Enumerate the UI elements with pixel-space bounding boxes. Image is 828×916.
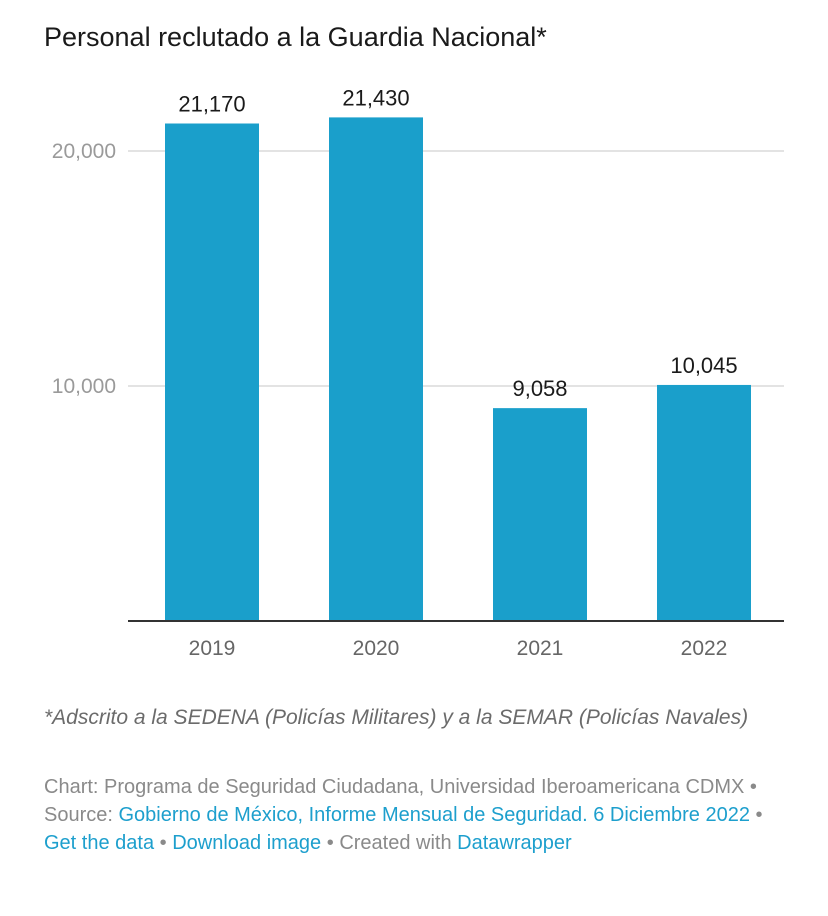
- bar-2019: [165, 123, 259, 621]
- x-tick-label-2021: 2021: [517, 637, 564, 660]
- credits: Chart: Programa de Seguridad Ciudadana, …: [44, 776, 763, 854]
- bar-chart: 10,000 20,000 21,170 2019 21,430 2020 9,058 20…: [52, 85, 784, 660]
- source-link[interactable]: Gobierno de México, Informe Mensual de S…: [118, 804, 750, 826]
- data-label-2020: 21,430: [342, 85, 409, 110]
- bar-2021: [493, 408, 587, 621]
- data-label-2019: 21,170: [178, 92, 245, 117]
- data-label-2021: 9,058: [512, 376, 567, 401]
- chart-credit: Chart: Programa de Seguridad Ciudadana, …: [44, 776, 745, 798]
- bar-2020: [329, 117, 423, 622]
- chart-title: Personal reclutado a la Guardia Nacional…: [44, 22, 547, 52]
- datawrapper-link[interactable]: Datawrapper: [457, 832, 572, 854]
- x-tick-label-2022: 2022: [681, 637, 728, 660]
- created-with-text: Created with: [339, 832, 458, 854]
- footnote: *Adscrito a la SEDENA (Policías Militare…: [44, 706, 749, 729]
- download-image-link[interactable]: Download image: [172, 832, 322, 854]
- y-tick-label: 20,000: [52, 140, 116, 163]
- x-tick-label-2020: 2020: [353, 637, 400, 660]
- source-prefix: Source:: [44, 804, 119, 826]
- bar-2022: [657, 384, 751, 621]
- y-tick-label: 10,000: [52, 375, 116, 398]
- get-data-link[interactable]: Get the data: [44, 832, 155, 854]
- data-label-2022: 10,045: [670, 353, 737, 378]
- x-tick-label-2019: 2019: [189, 637, 236, 660]
